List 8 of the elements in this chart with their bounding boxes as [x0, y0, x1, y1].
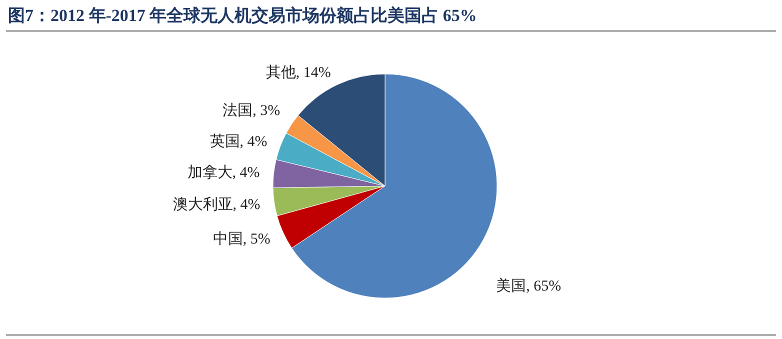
slice-label: 法国, 3% [222, 102, 280, 120]
slice-label: 加拿大, 4% [187, 164, 260, 182]
slice-label: 美国, 65% [496, 278, 562, 295]
chart-title: 图7：2012 年-2017 年全球无人机交易市场份额占比美国占 65% [8, 6, 477, 25]
slice-label: 其他, 14% [266, 64, 331, 82]
slice-label: 澳大利亚, 4% [172, 196, 260, 213]
slice-label: 中国, 5% [212, 230, 270, 248]
slice-label: 英国, 4% [210, 133, 268, 150]
